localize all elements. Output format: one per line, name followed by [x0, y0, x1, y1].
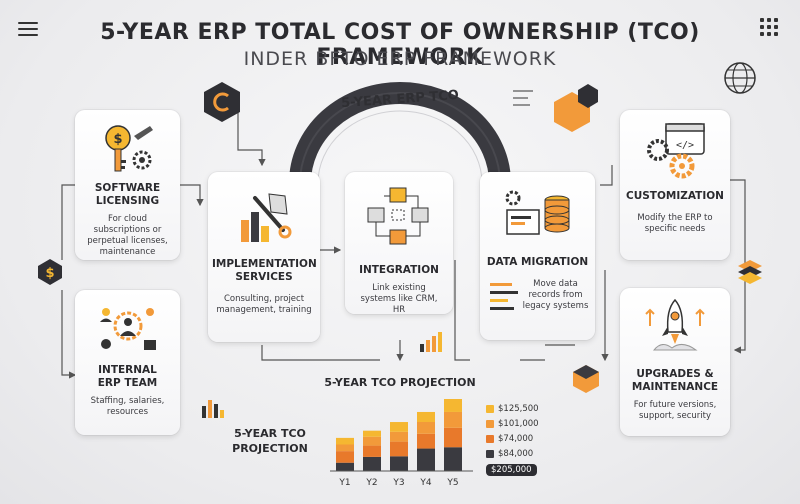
- bar-segment: [336, 462, 354, 471]
- tco-bar-chart: Y1 Y2 Y3 Y4 Y5: [330, 399, 473, 488]
- hexagon-decor: [554, 84, 598, 132]
- card-upgrades[interactable]: UPGRADES & MAINTENANCE For future versio…: [620, 288, 730, 436]
- team-icon: [99, 308, 156, 350]
- svg-text:$: $: [113, 132, 122, 147]
- tools-icon: [241, 193, 292, 242]
- chart-legend: $125,500 $101,000 $74,000 $84,000 $205,000: [486, 404, 556, 481]
- card-title: CUSTOMIZATION: [626, 190, 724, 202]
- legend-label: $101,000: [498, 419, 539, 429]
- card-desc: Link existing systems like CRM, HR: [360, 283, 438, 315]
- legend-item: $74,000: [486, 434, 556, 444]
- card-title: SOFTWARE LICENSING: [94, 182, 161, 207]
- bar-segment: [417, 448, 435, 471]
- grid-icon[interactable]: [760, 18, 778, 36]
- card-desc: Staffing, salaries, resources: [90, 396, 165, 417]
- bar-segment: [390, 431, 408, 442]
- card-integration[interactable]: INTEGRATION Link existing systems like C…: [345, 172, 453, 315]
- migration-body: Move data records from legacy systems: [480, 269, 595, 321]
- bar-chart-icon: [420, 332, 442, 352]
- svg-text:$: $: [45, 266, 54, 281]
- x-tick-label: Y5: [446, 478, 458, 488]
- database-icon: [505, 190, 569, 235]
- card-title: UPGRADES & MAINTENANCE: [631, 368, 719, 393]
- legend-item: $125,500: [486, 404, 556, 414]
- legend-swatch: [486, 435, 494, 443]
- card-desc: For cloud subscriptions or perpetual lic…: [87, 214, 168, 257]
- card-desc: Modify the ERP to specific needs: [637, 213, 713, 234]
- x-tick-label: Y3: [392, 478, 404, 488]
- bar-segment: [417, 421, 435, 434]
- bar-segment: [444, 399, 462, 412]
- bar-chart-icon: [202, 400, 224, 418]
- bar-segment: [336, 444, 354, 452]
- card-desc: Move data records from legacy systems: [522, 279, 589, 311]
- hexagon-small: [573, 365, 599, 393]
- legend-label: $84,000: [498, 449, 534, 459]
- x-tick-label: Y4: [419, 478, 431, 488]
- page-subtitle: INDER BFTO ERP FRAMEWORK: [243, 48, 557, 70]
- bar-segment: [444, 427, 462, 448]
- svg-text:</>: </>: [676, 140, 694, 151]
- bar-segment: [417, 411, 435, 422]
- bar-segment: [417, 433, 435, 449]
- legend-swatch: [486, 420, 494, 428]
- bars-icon: [490, 283, 518, 310]
- card-data-migration[interactable]: DATA MIGRATION Move data records from le…: [480, 172, 595, 340]
- bar-segment: [363, 430, 381, 437]
- legend-swatch: [486, 405, 494, 413]
- bar-segment: [336, 437, 354, 445]
- card-internal-team[interactable]: INTERNAL ERP TEAM Staffing, salaries, re…: [75, 290, 180, 435]
- card-title: IMPLEMENTATION SERVICES: [212, 258, 317, 283]
- legend-item: $205,000: [486, 464, 556, 476]
- key-gear-icon: $: [104, 125, 153, 172]
- bar-segment: [390, 422, 408, 432]
- chart-title: 5-YEAR TCO PROJECTION: [324, 376, 476, 389]
- legend-swatch: [486, 450, 494, 458]
- legend-label: $74,000: [498, 434, 534, 444]
- bar-segment: [363, 456, 381, 471]
- rocket-icon: [645, 298, 705, 351]
- bar-segment: [444, 411, 462, 428]
- x-tick-label: Y1: [338, 478, 350, 488]
- chart-side-label: 5-YEAR TCO PROJECTION: [232, 427, 308, 455]
- card-software-licensing[interactable]: $ SOFTWARE LICENSING For cloud subscript…: [75, 110, 180, 260]
- card-desc: Consulting, project management, training: [216, 294, 312, 315]
- card-desc: For future versions, support, security: [633, 400, 717, 421]
- card-title: DATA MIGRATION: [486, 256, 589, 268]
- bar-segment: [363, 436, 381, 446]
- legend-label: $125,500: [498, 404, 539, 414]
- dollar-icon: $: [38, 259, 62, 285]
- bar-segment: [444, 447, 462, 471]
- hamburger-icon[interactable]: [18, 22, 38, 40]
- card-implementation[interactable]: IMPLEMENTATION SERVICES Consulting, proj…: [208, 172, 320, 342]
- bar-segment: [390, 441, 408, 457]
- bar-segment: [336, 451, 354, 463]
- card-customization[interactable]: </> CUSTOMIZATION Modify the ERP to spec…: [620, 110, 730, 260]
- card-title: INTEGRATION: [359, 264, 439, 276]
- globe-icon: [724, 62, 756, 94]
- sparkle-icon: [513, 90, 533, 106]
- legend-label: $205,000: [486, 464, 537, 476]
- integration-icon: [367, 187, 429, 245]
- code-gear-icon: </>: [647, 123, 705, 179]
- x-tick-label: Y2: [365, 478, 377, 488]
- legend-item: $101,000: [486, 419, 556, 429]
- stack-icon: [738, 260, 762, 284]
- page-title: 5-YEAR ERP TOTAL COST OF OWNERSHIP (TCO)…: [100, 20, 700, 70]
- loop-icon: [204, 82, 240, 122]
- tco-arc: [289, 82, 511, 184]
- bar-segment: [390, 456, 408, 471]
- bar-segment: [363, 445, 381, 457]
- legend-item: $84,000: [486, 449, 556, 459]
- card-title: INTERNAL ERP TEAM: [97, 364, 158, 389]
